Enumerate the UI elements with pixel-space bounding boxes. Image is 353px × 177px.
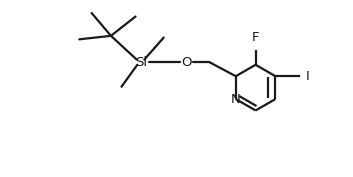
Text: N: N — [231, 93, 241, 105]
Text: Si: Si — [135, 56, 147, 69]
Text: I: I — [305, 70, 309, 83]
Text: F: F — [252, 31, 259, 44]
Text: O: O — [181, 56, 192, 69]
